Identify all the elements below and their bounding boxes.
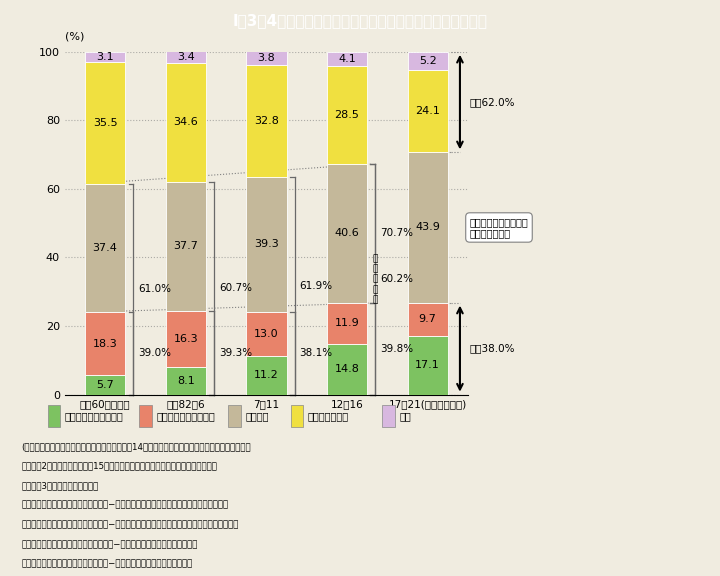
Text: 4.1: 4.1 <box>338 54 356 64</box>
Text: 無職62.0%: 無職62.0% <box>469 97 515 107</box>
Bar <box>408 336 448 395</box>
Text: 妊娠前から無職: 妊娠前から無職 <box>308 411 349 421</box>
Text: 就業継続（育休なし）: 就業継続（育休なし） <box>156 411 215 421</box>
Bar <box>408 70 448 152</box>
Text: 16.3: 16.3 <box>174 334 198 344</box>
FancyBboxPatch shape <box>48 405 60 427</box>
Bar <box>166 51 206 63</box>
Text: 34.6: 34.6 <box>174 118 198 127</box>
Bar <box>246 51 287 65</box>
Text: 5.7: 5.7 <box>96 380 114 390</box>
Bar <box>85 52 125 62</box>
Bar <box>327 66 367 164</box>
FancyBboxPatch shape <box>228 405 241 427</box>
Text: 37.7: 37.7 <box>174 241 198 251</box>
Text: 3.1: 3.1 <box>96 52 114 62</box>
Text: 出産退職　　　　　　　　−妊娠判明時就業～子供１歳時無職: 出産退職 −妊娠判明時就業～子供１歳時無職 <box>22 540 198 549</box>
Bar <box>246 312 287 356</box>
Text: 35.5: 35.5 <box>93 118 117 128</box>
Text: 60.7%: 60.7% <box>219 283 252 293</box>
Text: 8.1: 8.1 <box>177 376 194 386</box>
Text: 3.4: 3.4 <box>177 52 194 62</box>
Text: 70.7%: 70.7% <box>380 229 413 238</box>
Bar <box>166 311 206 367</box>
Bar <box>327 303 367 344</box>
Text: 60.2%: 60.2% <box>380 274 413 284</box>
Bar <box>166 63 206 182</box>
Text: 妊娠前から無職　　　　−妊娠判明時無職～子供１歳時無職: 妊娠前から無職 −妊娠判明時無職～子供１歳時無職 <box>22 560 192 569</box>
Bar <box>327 164 367 303</box>
Text: 17.1: 17.1 <box>415 360 440 370</box>
Text: 11.2: 11.2 <box>254 370 279 380</box>
Bar <box>85 312 125 375</box>
Text: 9.7: 9.7 <box>419 314 436 324</box>
Bar <box>166 367 206 395</box>
Text: 就業継続（育休なし）　−妊娠判明時就業～育児休業取得なし～子供１歳時就業: 就業継続（育休なし） −妊娠判明時就業～育児休業取得なし～子供１歳時就業 <box>22 521 239 529</box>
Bar <box>246 177 287 312</box>
Text: 就業継続（育休利用）: 就業継続（育休利用） <box>65 411 123 421</box>
FancyBboxPatch shape <box>139 405 152 427</box>
Bar <box>327 344 367 395</box>
Text: 37.4: 37.4 <box>93 243 117 253</box>
Text: 28.5: 28.5 <box>335 110 359 120</box>
Text: 2．第１子が１歳以上15歳未満の子を持つ初婚どうし夫婦について集計。: 2．第１子が１歳以上15歳未満の子を持つ初婚どうし夫婦について集計。 <box>22 461 217 471</box>
FancyBboxPatch shape <box>382 405 395 427</box>
Text: 3.8: 3.8 <box>258 53 275 63</box>
Text: 3．出産前後の就業経歴: 3．出産前後の就業経歴 <box>22 481 99 490</box>
Text: 第１子出産前有職者の
出産後就業状況: 第１子出産前有職者の 出産後就業状況 <box>469 217 528 238</box>
Text: 32.8: 32.8 <box>254 116 279 126</box>
Text: 43.9: 43.9 <box>415 222 440 233</box>
Bar <box>408 52 448 70</box>
Text: 24.1: 24.1 <box>415 106 440 116</box>
Text: 5.2: 5.2 <box>419 56 436 66</box>
Bar <box>85 62 125 184</box>
Text: (備考）１．国立社会保障・人口問題研究所「第14回出生動向基本調査（夫婦調査）」より作成。: (備考）１．国立社会保障・人口問題研究所「第14回出生動向基本調査（夫婦調査）」… <box>22 442 251 451</box>
Text: 18.3: 18.3 <box>93 339 117 348</box>
Text: I－3－4図　子供の出生年別第１子出産前後の妻の就業経歴: I－3－4図 子供の出生年別第１子出産前後の妻の就業経歴 <box>233 13 487 28</box>
Text: 不詳: 不詳 <box>400 411 411 421</box>
Bar <box>85 375 125 395</box>
Text: 出産退職: 出産退職 <box>246 411 269 421</box>
Text: 39.3: 39.3 <box>254 239 279 249</box>
Text: 11.9: 11.9 <box>335 319 359 328</box>
Bar <box>85 184 125 312</box>
Text: 61.9%: 61.9% <box>300 281 333 291</box>
Text: 14.8: 14.8 <box>335 364 359 374</box>
FancyBboxPatch shape <box>291 405 303 427</box>
Bar <box>327 52 367 66</box>
Bar <box>408 303 448 336</box>
Text: 出
産
前
有
職: 出 産 前 有 職 <box>372 254 378 305</box>
Text: 39.3%: 39.3% <box>219 348 252 358</box>
Text: 61.0%: 61.0% <box>138 285 171 294</box>
Text: 有職38.0%: 有職38.0% <box>469 344 515 354</box>
Bar <box>166 182 206 311</box>
Bar <box>246 65 287 177</box>
Text: (%): (%) <box>65 32 84 41</box>
Text: 38.1%: 38.1% <box>300 348 333 358</box>
Text: 39.0%: 39.0% <box>138 348 171 358</box>
Text: 13.0: 13.0 <box>254 329 279 339</box>
Text: 40.6: 40.6 <box>335 229 359 238</box>
Text: 39.8%: 39.8% <box>380 344 413 354</box>
Text: 就業継続（育休利用）　−妊娠判明時就業～育児休業取得～子供１歳時就業: 就業継続（育休利用） −妊娠判明時就業～育児休業取得～子供１歳時就業 <box>22 501 228 510</box>
Bar <box>246 356 287 395</box>
Bar <box>408 152 448 303</box>
